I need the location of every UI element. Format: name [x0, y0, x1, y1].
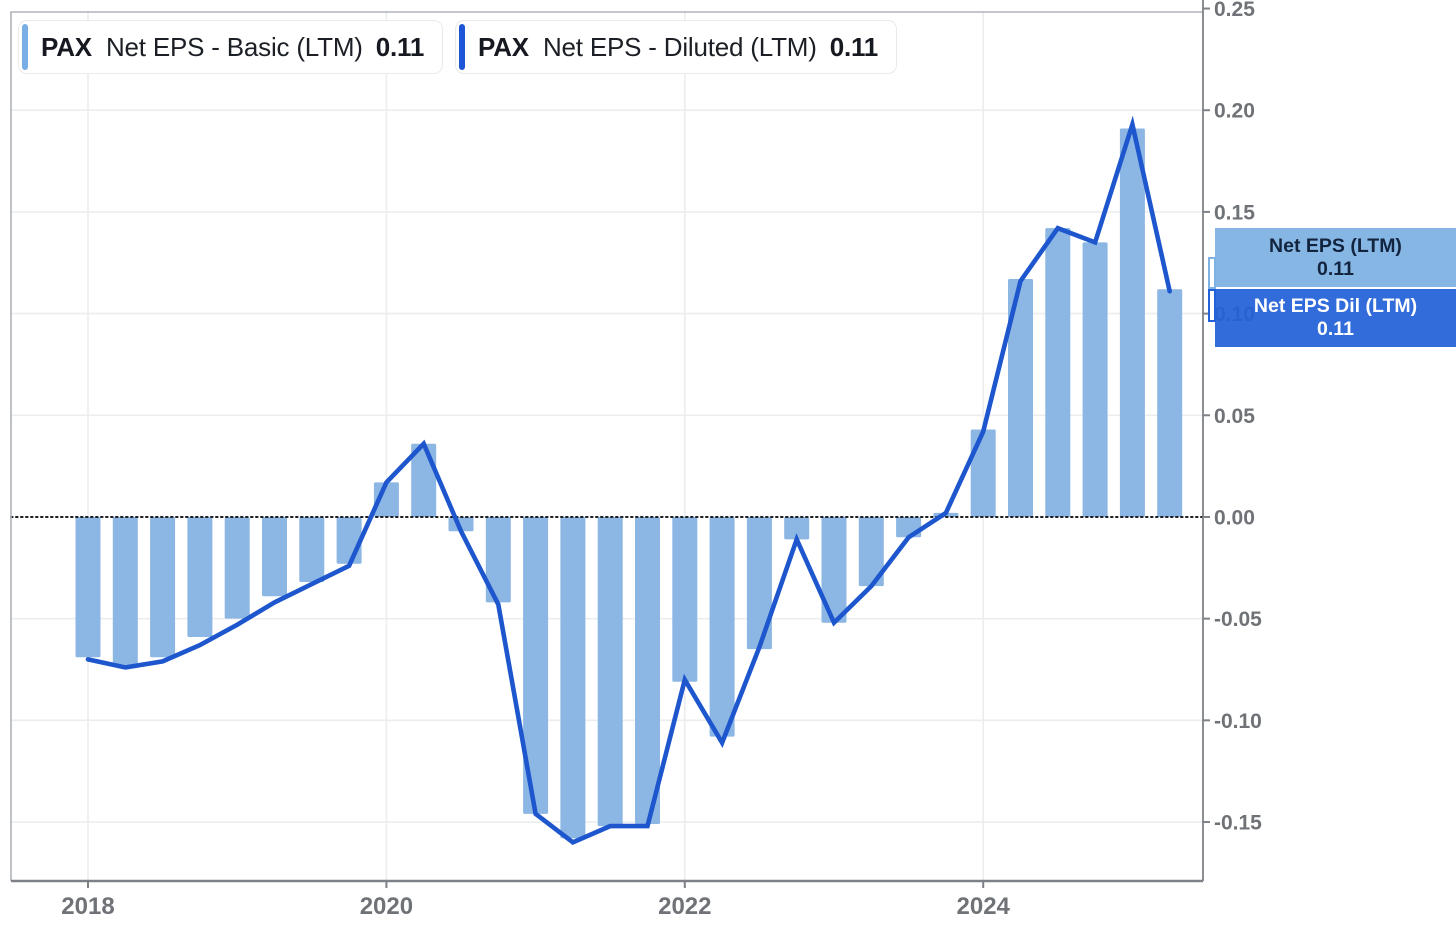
- legend-ticker: PAX: [478, 31, 529, 62]
- eps-bar[interactable]: [1119, 128, 1145, 517]
- eps-bar[interactable]: [672, 516, 698, 682]
- x-tick-label: 2018: [61, 893, 114, 920]
- y-tick-label: 0.20: [1214, 100, 1255, 123]
- eps-bar[interactable]: [784, 516, 810, 540]
- eps-bar[interactable]: [523, 516, 549, 814]
- legend-chip-basic-eps[interactable]: PAX Net EPS - Basic (LTM) 0.11: [18, 20, 444, 74]
- eps-bar[interactable]: [187, 516, 213, 637]
- eps-bar[interactable]: [1045, 228, 1071, 517]
- eps-bar[interactable]: [746, 516, 772, 650]
- plot-frame: [10, 11, 1203, 881]
- last-value-flag-diluted: Net EPS Dil (LTM) 0.11: [1215, 289, 1456, 347]
- legend-chip-diluted-eps[interactable]: PAX Net EPS - Diluted (LTM) 0.11: [455, 20, 898, 74]
- eps-bar[interactable]: [485, 516, 511, 603]
- eps-bar[interactable]: [560, 516, 586, 839]
- y-tick-label: 0.25: [1214, 0, 1255, 21]
- eps-bar[interactable]: [597, 516, 623, 827]
- eps-bar[interactable]: [1082, 242, 1108, 517]
- eps-bar[interactable]: [262, 516, 287, 597]
- y-tick-label: -0.05: [1214, 608, 1262, 631]
- y-tick-label: 0.00: [1214, 506, 1255, 529]
- diluted-series-swatch-icon: [459, 24, 465, 70]
- eps-bar[interactable]: [112, 516, 138, 666]
- flag-label: Net EPS (LTM): [1269, 234, 1402, 257]
- y-tick-label: -0.10: [1214, 710, 1262, 733]
- basic-series-swatch-icon: [22, 24, 28, 70]
- legend-series-value: 0.11: [829, 31, 879, 62]
- flag-value: 0.11: [1317, 318, 1354, 340]
- eps-bar[interactable]: [709, 516, 735, 737]
- eps-bar[interactable]: [970, 429, 996, 517]
- legend-series-value: 0.11: [375, 31, 425, 62]
- y-tick-label: 0.05: [1214, 405, 1255, 428]
- flag-value: 0.11: [1317, 257, 1354, 280]
- legend-ticker: PAX: [41, 31, 92, 62]
- eps-bar[interactable]: [635, 516, 660, 825]
- x-tick-label: 2024: [957, 893, 1011, 920]
- legend-series-name: Net EPS - Diluted (LTM): [542, 31, 817, 62]
- eps-bar[interactable]: [224, 516, 250, 619]
- legend-series-name: Net EPS - Basic (LTM): [105, 31, 363, 62]
- x-tick-label: 2022: [658, 893, 711, 920]
- x-tick-label: 2020: [360, 893, 413, 920]
- eps-bar[interactable]: [336, 516, 362, 564]
- eps-bar[interactable]: [821, 516, 847, 623]
- eps-line[interactable]: [85, 115, 1172, 846]
- eps-bar[interactable]: [1157, 289, 1183, 517]
- y-tick-label: -0.15: [1214, 812, 1262, 835]
- eps-bar[interactable]: [1008, 279, 1033, 517]
- y-tick-label: 0.15: [1214, 201, 1255, 224]
- eps-bar[interactable]: [299, 516, 325, 583]
- eps-bar[interactable]: [858, 516, 884, 587]
- last-value-flag-basic: Net EPS (LTM) 0.11: [1215, 228, 1456, 287]
- flag-label: Net EPS Dil (LTM): [1253, 295, 1418, 317]
- eps-bar[interactable]: [150, 516, 176, 658]
- eps-bar[interactable]: [75, 516, 101, 658]
